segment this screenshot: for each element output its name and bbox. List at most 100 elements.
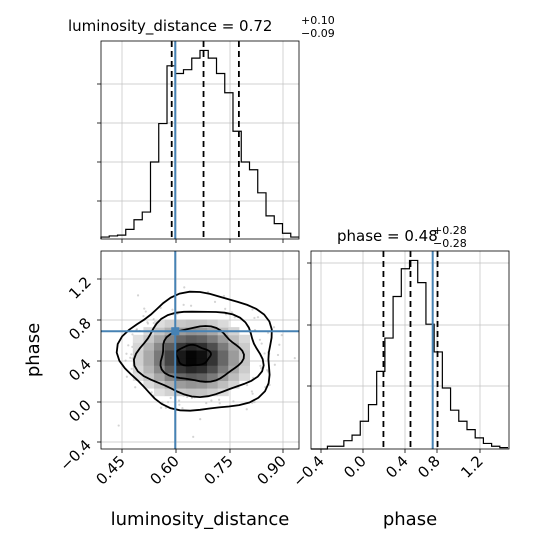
scatter-point <box>276 353 280 357</box>
density-bin <box>132 357 144 366</box>
scatter-point <box>189 304 193 307</box>
scatter-point <box>181 406 184 410</box>
y-tick-label: 0.0 <box>65 396 95 426</box>
scatter-point <box>136 294 140 297</box>
x-tick-label: 0.75 <box>200 452 236 488</box>
scatter-point <box>142 315 145 318</box>
histogram-step-line <box>100 49 299 239</box>
density-bin <box>185 350 197 359</box>
scatter-point <box>177 399 181 402</box>
scatter-point <box>146 322 150 325</box>
tick-marks <box>97 278 284 453</box>
x-axis-label: phase <box>383 509 437 530</box>
scatter-point <box>260 342 263 345</box>
panel-phase-marginal: −0.4 0.0 0.4 0.8 1.2 phase phase = 0.48 … <box>289 224 510 530</box>
chart-title-lower: −0.28 <box>433 237 467 250</box>
density-bin <box>185 357 197 366</box>
density-bin <box>175 372 187 381</box>
density-bin <box>154 342 166 351</box>
scatter-point <box>125 352 128 355</box>
x-tick-labels: 0.45 0.60 0.75 0.90 <box>92 452 289 488</box>
x-tick-label: 1.2 <box>457 452 487 482</box>
quantile-lines <box>170 41 240 239</box>
density-bin <box>175 334 187 343</box>
density-bin <box>196 334 208 343</box>
scatter-point <box>253 400 256 404</box>
x-tick-label: 0.60 <box>146 452 182 488</box>
chart-title: luminosity_distance = 0.72 <box>68 17 272 36</box>
density-bin <box>154 388 166 397</box>
scatter-point <box>233 316 236 319</box>
density-bin <box>207 357 219 366</box>
density-bin <box>164 342 176 351</box>
density-bin <box>154 319 166 328</box>
panel-frame <box>100 40 300 240</box>
tick-marks <box>307 262 481 453</box>
scatter-point <box>213 300 217 303</box>
density-bin <box>238 372 250 381</box>
density-bin <box>132 334 144 343</box>
density-bin <box>196 319 208 328</box>
chart-title-upper: +0.10 <box>301 14 335 27</box>
density-bin <box>132 342 144 351</box>
x-axis-label: luminosity_distance <box>111 509 290 530</box>
density-bin <box>238 342 250 351</box>
scatter-point <box>159 306 162 309</box>
scatter-point <box>245 408 248 411</box>
scatter-point <box>260 367 263 370</box>
density-bin <box>238 334 250 343</box>
density-bin <box>185 334 197 343</box>
scatter-point <box>143 307 146 310</box>
scatter-point <box>218 402 221 405</box>
scatter-point <box>182 303 185 306</box>
histogram-step-line <box>311 259 509 450</box>
scatter-point <box>224 307 227 310</box>
density-bin <box>238 357 250 366</box>
density-bin <box>207 380 219 389</box>
scatter-point <box>273 363 276 366</box>
scatter-point <box>169 396 172 400</box>
scatter-point <box>263 352 266 355</box>
x-tick-label: 0.0 <box>340 452 370 482</box>
quantile-lines <box>382 251 439 449</box>
density-bin <box>207 319 219 328</box>
density-bin <box>154 372 166 381</box>
density-bin <box>175 350 187 359</box>
scatter-point <box>259 364 262 367</box>
density-bin <box>154 350 166 359</box>
density-bin <box>228 380 240 389</box>
chart-title-lower: −0.09 <box>301 27 335 40</box>
density-bin <box>207 334 219 343</box>
scatter-point <box>205 402 208 405</box>
scatter-point <box>230 311 233 314</box>
scatter-point <box>268 383 271 387</box>
scatter-point <box>222 294 226 298</box>
density-bin <box>196 357 208 366</box>
truth-marker <box>171 327 180 336</box>
scatter-point <box>256 316 260 319</box>
density-bin <box>164 357 176 366</box>
scatter-point <box>245 383 249 387</box>
chart-title: phase = 0.48 <box>337 227 438 245</box>
scatter-point <box>150 391 153 394</box>
scatter-point <box>124 359 127 362</box>
density-bin <box>207 388 219 397</box>
density-bin <box>143 380 155 389</box>
density-bin <box>185 388 197 397</box>
density-bin <box>217 350 229 359</box>
x-tick-label: 0.45 <box>92 452 128 488</box>
scatter-point <box>144 310 147 313</box>
density-bin <box>164 365 176 374</box>
panel-2d-density: 0.45 0.60 0.75 0.90 −0.4 0.0 0.4 0.8 1.2… <box>23 250 300 530</box>
y-tick-label: −0.4 <box>56 436 94 474</box>
density-bin <box>175 357 187 366</box>
density-bin <box>154 357 166 366</box>
density-bin <box>185 380 197 389</box>
scatter-point <box>232 400 235 403</box>
density-bin <box>196 365 208 374</box>
density-bin <box>228 342 240 351</box>
density-bin <box>143 342 155 351</box>
scatter-point <box>130 367 133 370</box>
density-bin <box>185 365 197 374</box>
